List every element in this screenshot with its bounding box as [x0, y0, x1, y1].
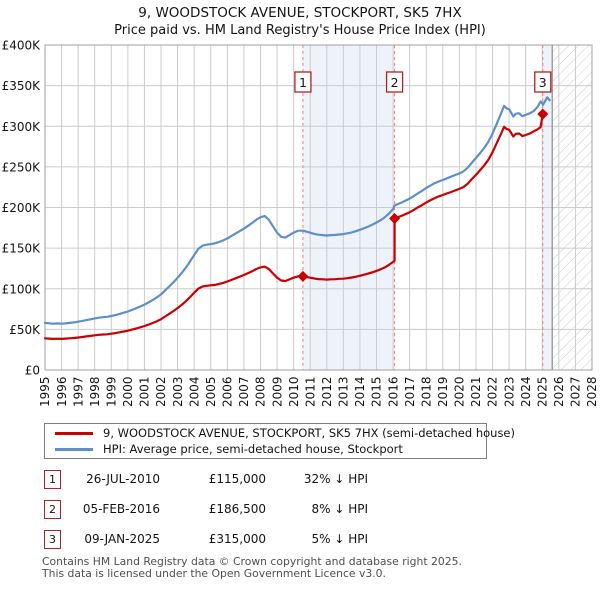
- x-tick-label: 2018: [419, 377, 433, 408]
- transaction-1-price: £115,000: [208, 472, 266, 486]
- y-tick-label: £350K: [2, 79, 42, 93]
- marker-number-box: [534, 71, 552, 93]
- x-tick-label: 2000: [121, 377, 135, 408]
- transaction-1-marker-badge: 1: [44, 470, 61, 489]
- marker-number-box: [294, 71, 312, 93]
- x-tick-label: 1996: [55, 377, 69, 408]
- y-tick-label: £150K: [2, 242, 42, 256]
- y-tick-label: £300K: [2, 120, 42, 134]
- blue-line-swatch: [55, 447, 93, 451]
- x-tick-label: 2011: [303, 377, 317, 408]
- x-tick-label: 2009: [270, 377, 284, 408]
- legend-label-hpi: HPI: Average price, semi-detached house,…: [103, 442, 403, 456]
- x-tick-label: 2023: [502, 377, 516, 408]
- x-tick-label: 2027: [569, 377, 583, 408]
- attribution-footer: Contains HM Land Registry data © Crown c…: [42, 556, 462, 579]
- x-tick-label: 2022: [486, 377, 500, 408]
- marker-number-label: 1: [299, 75, 307, 90]
- transaction-3-date: 09-JAN-2025: [84, 532, 160, 546]
- y-tick-label: £250K: [2, 160, 42, 174]
- chart-legend: 9, WOODSTOCK AVENUE, STOCKPORT, SK5 7HX …: [44, 423, 515, 459]
- transaction-3-price: £315,000: [208, 532, 266, 546]
- x-tick-label: 2025: [535, 377, 549, 408]
- transaction-1-date: 26-JUL-2010: [86, 472, 160, 486]
- x-tick-label: 1999: [105, 377, 119, 408]
- x-tick-label: 2004: [187, 377, 201, 408]
- price-chart: 1 2 3 £0 £50K £100K £150K £200K £250K £300K £350K £…: [2, 39, 600, 408]
- x-tick-label: 2006: [221, 377, 235, 408]
- x-tick-label: 2021: [469, 377, 483, 408]
- x-tick-label: 2002: [154, 377, 168, 408]
- sale-point-diamond: [297, 270, 309, 282]
- x-tick-label: 2010: [287, 377, 301, 408]
- x-tick-label: 2028: [585, 377, 599, 408]
- transaction-3-vs-hpi: 5% ↓ HPI: [311, 532, 368, 546]
- transaction-row-1: 1 26-JUL-2010 £115,000 32% ↓ HPI: [0, 470, 600, 490]
- x-tick-label: 2016: [386, 377, 400, 408]
- y-tick-label: £50K: [9, 323, 41, 337]
- x-tick-label: 2012: [320, 377, 334, 408]
- transaction-3-marker-badge: 3: [44, 530, 61, 549]
- sale-point-diamond: [389, 212, 401, 224]
- page-title: 9, WOODSTOCK AVENUE, STOCKPORT, SK5 7HX: [138, 5, 462, 21]
- series-line: [43, 111, 547, 340]
- transaction-2-date: 05-FEB-2016: [82, 502, 160, 516]
- transaction-2-marker-badge: 2: [44, 500, 61, 519]
- page-subtitle: Price paid vs. HM Land Registry's House …: [114, 23, 486, 38]
- x-tick-label: 2020: [453, 377, 467, 408]
- transaction-row-2: 2 05-FEB-2016 £186,500 8% ↓ HPI: [0, 500, 600, 520]
- x-tick-label: 1998: [88, 377, 102, 408]
- x-tick-label: 2019: [436, 377, 450, 408]
- x-tick-label: 2013: [337, 377, 351, 408]
- x-tick-label: 2008: [254, 377, 268, 408]
- red-line-swatch: [55, 431, 93, 435]
- marker-number-box: [385, 71, 404, 93]
- attribution-line-2: This data is licensed under the Open Gov…: [42, 566, 386, 580]
- marker-number-label: 3: [539, 75, 547, 90]
- x-tick-label: 2003: [171, 377, 185, 408]
- legend-item-hpi: HPI: Average price, semi-detached house,…: [45, 441, 486, 457]
- y-tick-label: £0: [25, 364, 40, 378]
- sale-point-diamond: [537, 108, 549, 120]
- future-hatch-region: [552, 45, 592, 370]
- x-tick-label: 2017: [403, 377, 417, 408]
- transaction-1-vs-hpi: 32% ↓ HPI: [303, 472, 368, 486]
- x-tick-label: 2024: [519, 377, 533, 408]
- series-line: [43, 96, 551, 325]
- x-tick-label: 2015: [370, 377, 384, 408]
- legend-item-price-paid: 9, WOODSTOCK AVENUE, STOCKPORT, SK5 7HX …: [45, 425, 515, 441]
- transaction-2-vs-hpi: 8% ↓ HPI: [311, 502, 368, 516]
- x-tick-label: 1997: [71, 377, 85, 408]
- x-tick-label: 2026: [552, 377, 566, 408]
- y-tick-label: £400K: [2, 39, 42, 53]
- x-tick-label: 2007: [237, 377, 251, 408]
- transaction-row-3: 3 09-JAN-2025 £315,000 5% ↓ HPI: [0, 530, 600, 550]
- x-tick-label: 2014: [353, 377, 367, 408]
- marker-number-label: 2: [391, 75, 399, 90]
- y-tick-label: £100K: [2, 282, 42, 296]
- attribution-line-1: Contains HM Land Registry data © Crown c…: [42, 555, 462, 568]
- x-tick-label: 2001: [138, 377, 152, 408]
- x-tick-label: 2005: [204, 377, 218, 408]
- transaction-2-price: £186,500: [208, 502, 266, 516]
- x-tick-label: 1995: [38, 377, 52, 408]
- y-tick-label: £200K: [2, 201, 42, 215]
- legend-label-price-paid: 9, WOODSTOCK AVENUE, STOCKPORT, SK5 7HX …: [103, 426, 515, 440]
